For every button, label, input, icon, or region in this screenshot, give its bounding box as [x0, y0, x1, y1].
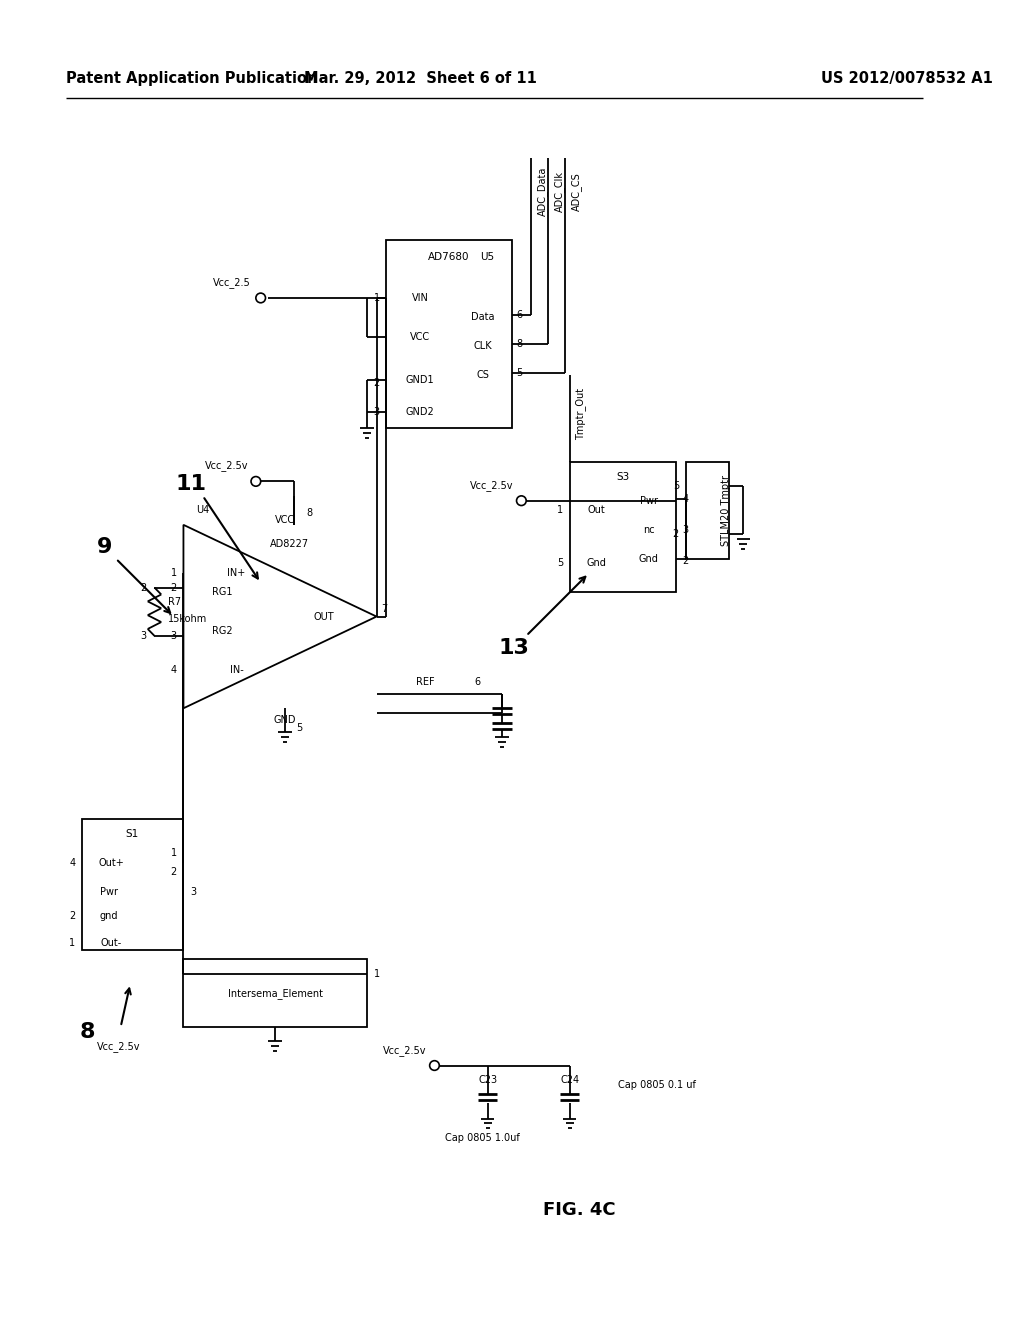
Text: 2: 2: [673, 529, 679, 540]
Text: 5: 5: [516, 368, 522, 379]
Text: 4: 4: [171, 665, 177, 675]
Text: FIG. 4C: FIG. 4C: [543, 1201, 615, 1220]
Text: AD8227: AD8227: [270, 539, 309, 549]
Text: Cap 0805 1.0uf: Cap 0805 1.0uf: [445, 1133, 520, 1143]
Text: ADC_Clk: ADC_Clk: [554, 172, 565, 213]
Text: 8: 8: [516, 339, 522, 350]
Text: C24: C24: [560, 1074, 580, 1085]
Text: C23: C23: [478, 1074, 497, 1085]
Text: GND1: GND1: [406, 375, 434, 385]
Bar: [386, 240, 512, 428]
Text: Gnd: Gnd: [639, 553, 658, 564]
Text: Pwr: Pwr: [100, 887, 118, 896]
Text: ADC_CS: ADC_CS: [570, 173, 582, 211]
Text: Vcc_2.5v: Vcc_2.5v: [96, 1040, 140, 1052]
Text: Patent Application Publication: Patent Application Publication: [66, 71, 317, 86]
Text: S3: S3: [616, 471, 630, 482]
Text: gnd: gnd: [100, 911, 119, 921]
Bar: [685, 462, 729, 558]
Text: Gnd: Gnd: [587, 558, 606, 569]
Text: 1: 1: [374, 969, 380, 979]
Text: CLK: CLK: [473, 341, 493, 351]
Text: IN-: IN-: [229, 665, 244, 675]
Text: ADC_Data: ADC_Data: [537, 168, 548, 216]
Text: 2: 2: [171, 867, 177, 878]
Bar: [183, 960, 367, 1027]
Text: Out: Out: [588, 506, 605, 515]
Text: 6: 6: [475, 677, 481, 688]
Text: 5: 5: [557, 558, 563, 569]
Text: Intersema_Element: Intersema_Element: [227, 987, 323, 998]
Text: US 2012/0078532 A1: US 2012/0078532 A1: [820, 71, 992, 86]
Text: 3: 3: [190, 887, 197, 896]
Text: Mar. 29, 2012  Sheet 6 of 11: Mar. 29, 2012 Sheet 6 of 11: [303, 71, 537, 86]
Bar: [82, 820, 183, 949]
Text: STLM20 Tmptr: STLM20 Tmptr: [721, 475, 731, 546]
Text: 2: 2: [70, 911, 76, 921]
Text: 1: 1: [557, 506, 563, 515]
Text: OUT: OUT: [313, 611, 334, 622]
Text: Vcc_2.5: Vcc_2.5: [213, 277, 251, 288]
Text: Vcc_2.5v: Vcc_2.5v: [383, 1045, 427, 1056]
Text: RG1: RG1: [212, 587, 232, 598]
Text: Vcc_2.5v: Vcc_2.5v: [470, 479, 514, 491]
Text: 8: 8: [79, 1022, 94, 1041]
Text: GND: GND: [273, 715, 296, 725]
Text: GND2: GND2: [406, 407, 434, 417]
Text: 2: 2: [682, 556, 688, 565]
Text: AD7680: AD7680: [428, 252, 470, 263]
Text: IN+: IN+: [227, 568, 246, 578]
Bar: [569, 462, 676, 593]
Text: 2: 2: [374, 378, 380, 388]
Text: 1: 1: [374, 293, 380, 304]
Text: Out-: Out-: [100, 939, 122, 948]
Text: 2: 2: [171, 582, 177, 593]
Text: Pwr: Pwr: [640, 496, 657, 506]
Text: VCC: VCC: [274, 515, 295, 525]
Text: U5: U5: [480, 252, 495, 263]
Text: 7: 7: [381, 603, 387, 614]
Text: 3: 3: [374, 407, 380, 417]
Text: 5: 5: [673, 482, 679, 491]
Text: 3: 3: [171, 631, 177, 642]
Text: U4: U4: [197, 506, 209, 515]
Text: R7: R7: [168, 597, 181, 607]
Text: S1: S1: [126, 829, 139, 838]
Text: VIN: VIN: [412, 293, 428, 304]
Text: Vcc_2.5v: Vcc_2.5v: [205, 461, 248, 471]
Text: 1: 1: [171, 847, 177, 858]
Text: 6: 6: [516, 310, 522, 321]
Text: 2: 2: [139, 582, 146, 593]
Text: 4: 4: [70, 858, 76, 867]
Text: REF: REF: [416, 677, 434, 688]
Text: nc: nc: [643, 524, 654, 535]
Text: 11: 11: [176, 474, 207, 494]
Text: 3: 3: [140, 631, 146, 642]
Text: 9: 9: [96, 537, 112, 557]
Text: Data: Data: [471, 313, 495, 322]
Text: CS: CS: [476, 370, 489, 380]
Text: Out+: Out+: [98, 858, 124, 867]
Text: 1: 1: [70, 939, 76, 948]
Text: 4: 4: [682, 494, 688, 504]
Text: 13: 13: [499, 639, 529, 659]
Text: 1: 1: [171, 568, 177, 578]
Text: 3: 3: [682, 524, 688, 535]
Text: VCC: VCC: [410, 331, 430, 342]
Text: 5: 5: [296, 722, 302, 733]
Text: Cap 0805 0.1 uf: Cap 0805 0.1 uf: [617, 1080, 695, 1090]
Text: 8: 8: [306, 508, 312, 519]
Text: Tmptr_Out: Tmptr_Out: [575, 388, 587, 440]
Text: RG2: RG2: [212, 626, 232, 636]
Text: 15kohm: 15kohm: [168, 614, 207, 624]
